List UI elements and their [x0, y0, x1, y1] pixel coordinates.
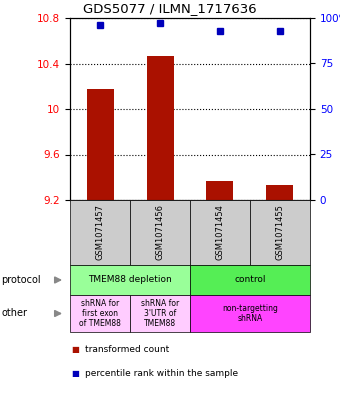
Text: GSM1071457: GSM1071457 — [96, 204, 104, 261]
Text: GDS5077 / ILMN_1717636: GDS5077 / ILMN_1717636 — [83, 2, 257, 15]
Text: shRNA for
3'UTR of
TMEM88: shRNA for 3'UTR of TMEM88 — [141, 299, 179, 329]
Text: GSM1071454: GSM1071454 — [216, 205, 224, 261]
Text: shRNA for
first exon
of TMEM88: shRNA for first exon of TMEM88 — [79, 299, 121, 329]
Text: other: other — [1, 309, 27, 318]
Bar — [86, 88, 114, 200]
Text: TMEM88 depletion: TMEM88 depletion — [88, 275, 172, 285]
Bar — [147, 55, 173, 200]
Bar — [267, 185, 293, 200]
Text: percentile rank within the sample: percentile rank within the sample — [85, 369, 238, 378]
Text: ■: ■ — [72, 345, 80, 354]
Text: GSM1071456: GSM1071456 — [155, 204, 165, 261]
Bar — [206, 181, 234, 200]
Text: GSM1071455: GSM1071455 — [275, 205, 285, 261]
Text: ■: ■ — [72, 369, 80, 378]
Text: protocol: protocol — [1, 275, 40, 285]
Text: non-targetting
shRNA: non-targetting shRNA — [222, 304, 278, 323]
Text: control: control — [234, 275, 266, 285]
Text: transformed count: transformed count — [85, 345, 170, 354]
